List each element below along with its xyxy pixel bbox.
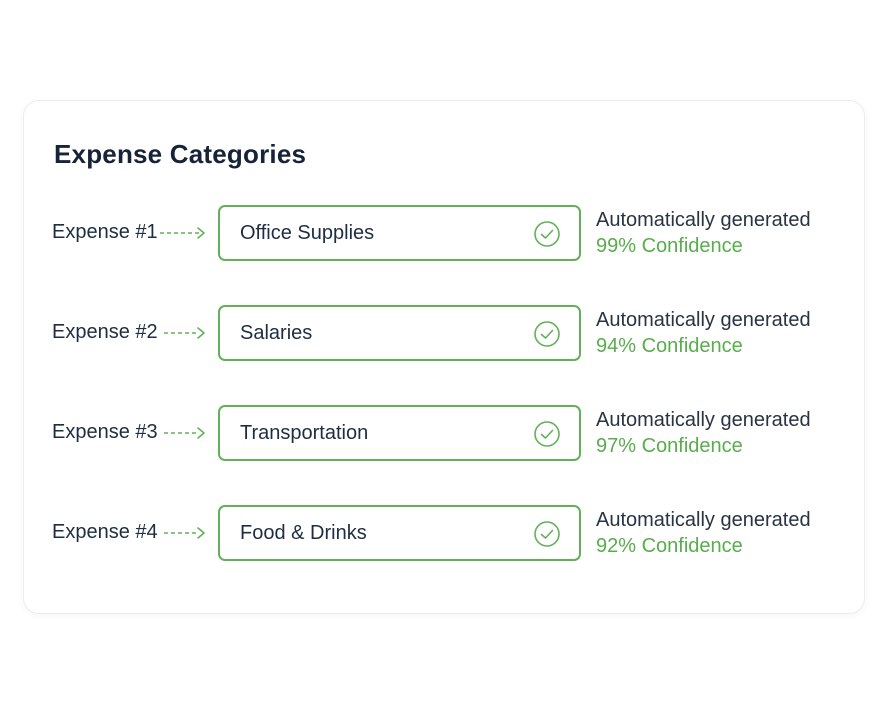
confidence-score: 99% Confidence [596,235,743,257]
dashed-arrow-right-icon [164,427,205,439]
check-circle-icon [534,321,560,347]
generation-source: Automatically generated [596,409,811,431]
category-field[interactable]: Transportation [218,405,581,461]
confidence-score: 94% Confidence [596,335,743,357]
dashed-arrow-right-icon [160,227,205,239]
generation-info: Automatically generated 97% Confidence [596,407,811,459]
check-circle-icon [534,421,560,447]
confidence-score: 97% Confidence [596,435,743,457]
check-circle-icon [534,221,560,247]
expense-row: Expense #3 Transportation Automatically … [24,405,864,461]
expense-label: Expense #1 [52,221,158,243]
category-field[interactable]: Salaries [218,305,581,361]
category-value: Office Supplies [240,222,375,244]
generation-source: Automatically generated [596,309,811,331]
category-value: Food & Drinks [240,522,367,544]
dashed-arrow-right-icon [164,327,205,339]
dashed-arrow-right-icon [164,527,205,539]
expense-label: Expense #3 [52,421,158,443]
expense-row: Expense #2 Salaries Automatically genera… [24,305,864,361]
generation-source: Automatically generated [596,209,811,231]
category-value: Transportation [240,422,369,444]
check-circle-icon [534,521,560,547]
generation-info: Automatically generated 92% Confidence [596,507,811,559]
expense-row: Expense #4 Food & Drinks Automatically g… [24,505,864,561]
confidence-score: 92% Confidence [596,535,743,557]
category-field[interactable]: Food & Drinks [218,505,581,561]
generation-info: Automatically generated 99% Confidence [596,207,811,259]
category-value: Salaries [240,322,313,344]
expense-categories-card: Expense Categories Expense #1 Office Sup… [23,100,865,614]
category-field[interactable]: Office Supplies [218,205,581,261]
generation-info: Automatically generated 94% Confidence [596,307,811,359]
expense-row: Expense #1 Office Supplies Automatically… [24,205,864,261]
generation-source: Automatically generated [596,509,811,531]
expense-label: Expense #2 [52,321,158,343]
card-title: Expense Categories [54,139,307,169]
expense-label: Expense #4 [52,521,158,543]
